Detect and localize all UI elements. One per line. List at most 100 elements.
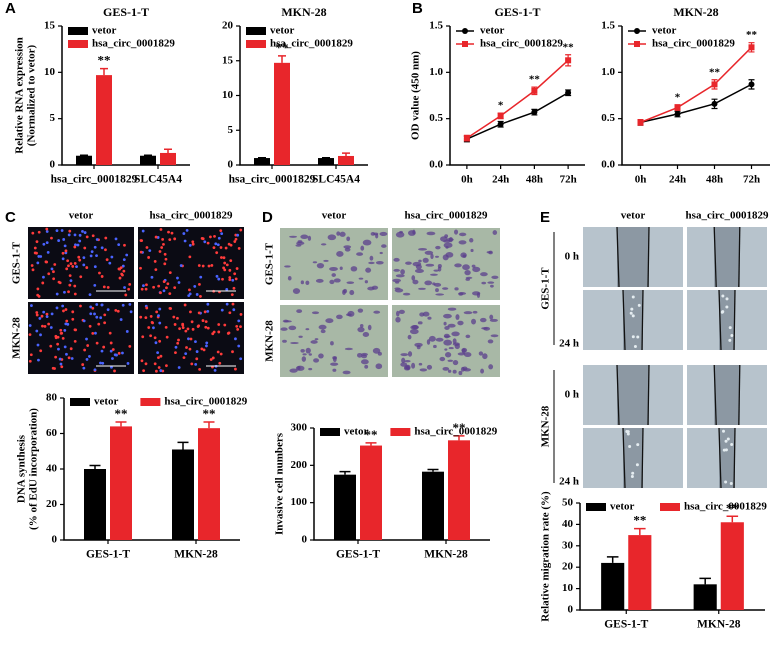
cell — [63, 345, 67, 349]
column-label: vetor — [69, 210, 94, 222]
cell — [108, 261, 112, 265]
time-label: 24 h — [559, 338, 579, 350]
cell — [45, 241, 49, 245]
cell — [78, 239, 82, 243]
error-bar — [453, 435, 465, 441]
cell — [82, 263, 86, 267]
cell — [30, 264, 34, 267]
cell — [458, 292, 467, 295]
cell — [51, 366, 55, 370]
cell — [182, 232, 186, 235]
cell — [381, 244, 387, 248]
cell — [429, 273, 438, 276]
cell — [329, 266, 338, 271]
cell — [155, 310, 159, 314]
cell — [93, 245, 97, 249]
cell — [205, 344, 208, 348]
marker — [497, 121, 504, 128]
cell — [465, 276, 473, 279]
cell — [194, 340, 197, 344]
cell — [73, 262, 77, 265]
cell — [463, 311, 473, 315]
cell — [122, 258, 126, 261]
legend-label: vetor — [270, 25, 295, 37]
cell — [213, 369, 217, 372]
cell — [47, 272, 51, 276]
cell — [117, 351, 121, 355]
panel-label: E — [540, 209, 550, 226]
cell — [483, 326, 491, 331]
cell — [33, 251, 37, 255]
cell — [462, 366, 468, 371]
cell — [81, 363, 85, 366]
cell — [60, 365, 64, 369]
error-bar — [278, 55, 286, 63]
error-bar — [606, 556, 619, 563]
cell — [158, 307, 162, 311]
y-tick-label: 300 — [291, 422, 308, 434]
y-tick-label: 15 — [44, 20, 56, 32]
cell — [78, 233, 82, 237]
chart-title: GES-1-T — [494, 5, 540, 19]
cell — [37, 230, 41, 234]
y-tick-label: 10 — [44, 66, 56, 78]
cell — [237, 344, 241, 348]
legend-label: hsa_circ_0001829 — [652, 38, 735, 50]
cell — [435, 245, 441, 250]
legend-swatch — [140, 398, 161, 406]
panel-label: A — [5, 0, 16, 17]
legend-label: hsa_circ_0001829 — [270, 38, 353, 50]
cell — [724, 480, 728, 484]
cell — [418, 362, 423, 366]
cell — [82, 366, 86, 370]
legend-label: vetor — [480, 25, 505, 37]
cell — [400, 362, 408, 367]
cell — [190, 320, 194, 324]
cell — [69, 262, 73, 266]
y-tick-label: 50 — [562, 497, 574, 509]
cell — [458, 240, 467, 245]
cell — [183, 303, 187, 307]
cell — [201, 319, 205, 322]
wound-edge — [616, 226, 620, 288]
cell — [117, 243, 121, 247]
cell — [93, 312, 96, 316]
cell — [445, 246, 449, 249]
cell — [444, 348, 448, 351]
x-tick-label: SLC45A4 — [134, 174, 182, 186]
cell — [42, 275, 45, 279]
cell — [161, 238, 165, 241]
wound-gap — [714, 365, 740, 425]
cell — [63, 328, 67, 332]
cell — [174, 345, 178, 349]
cell — [46, 251, 50, 254]
significance: ** — [203, 406, 216, 421]
cell — [38, 317, 42, 320]
cell — [157, 284, 161, 288]
cell — [88, 324, 92, 328]
cell — [209, 235, 212, 239]
cell — [629, 311, 633, 315]
cell — [153, 336, 157, 340]
cell — [188, 347, 192, 351]
cell — [110, 365, 113, 369]
cell — [462, 264, 470, 271]
bar — [422, 471, 444, 540]
legend-marker — [634, 41, 640, 47]
x-tick-label: MKN-28 — [424, 549, 468, 561]
cell — [332, 368, 337, 372]
error-bar — [100, 67, 108, 76]
cell — [162, 242, 165, 246]
error-bar — [115, 421, 127, 427]
x-tick-label: MKN-28 — [697, 619, 741, 631]
cell — [102, 345, 106, 349]
cell — [141, 229, 145, 233]
cell — [360, 245, 365, 251]
cell — [61, 304, 65, 308]
cell — [218, 361, 222, 365]
cell — [95, 341, 99, 345]
cell — [395, 316, 401, 323]
legend-label: vetor — [610, 501, 635, 513]
cell — [54, 334, 58, 338]
cell — [489, 318, 498, 322]
